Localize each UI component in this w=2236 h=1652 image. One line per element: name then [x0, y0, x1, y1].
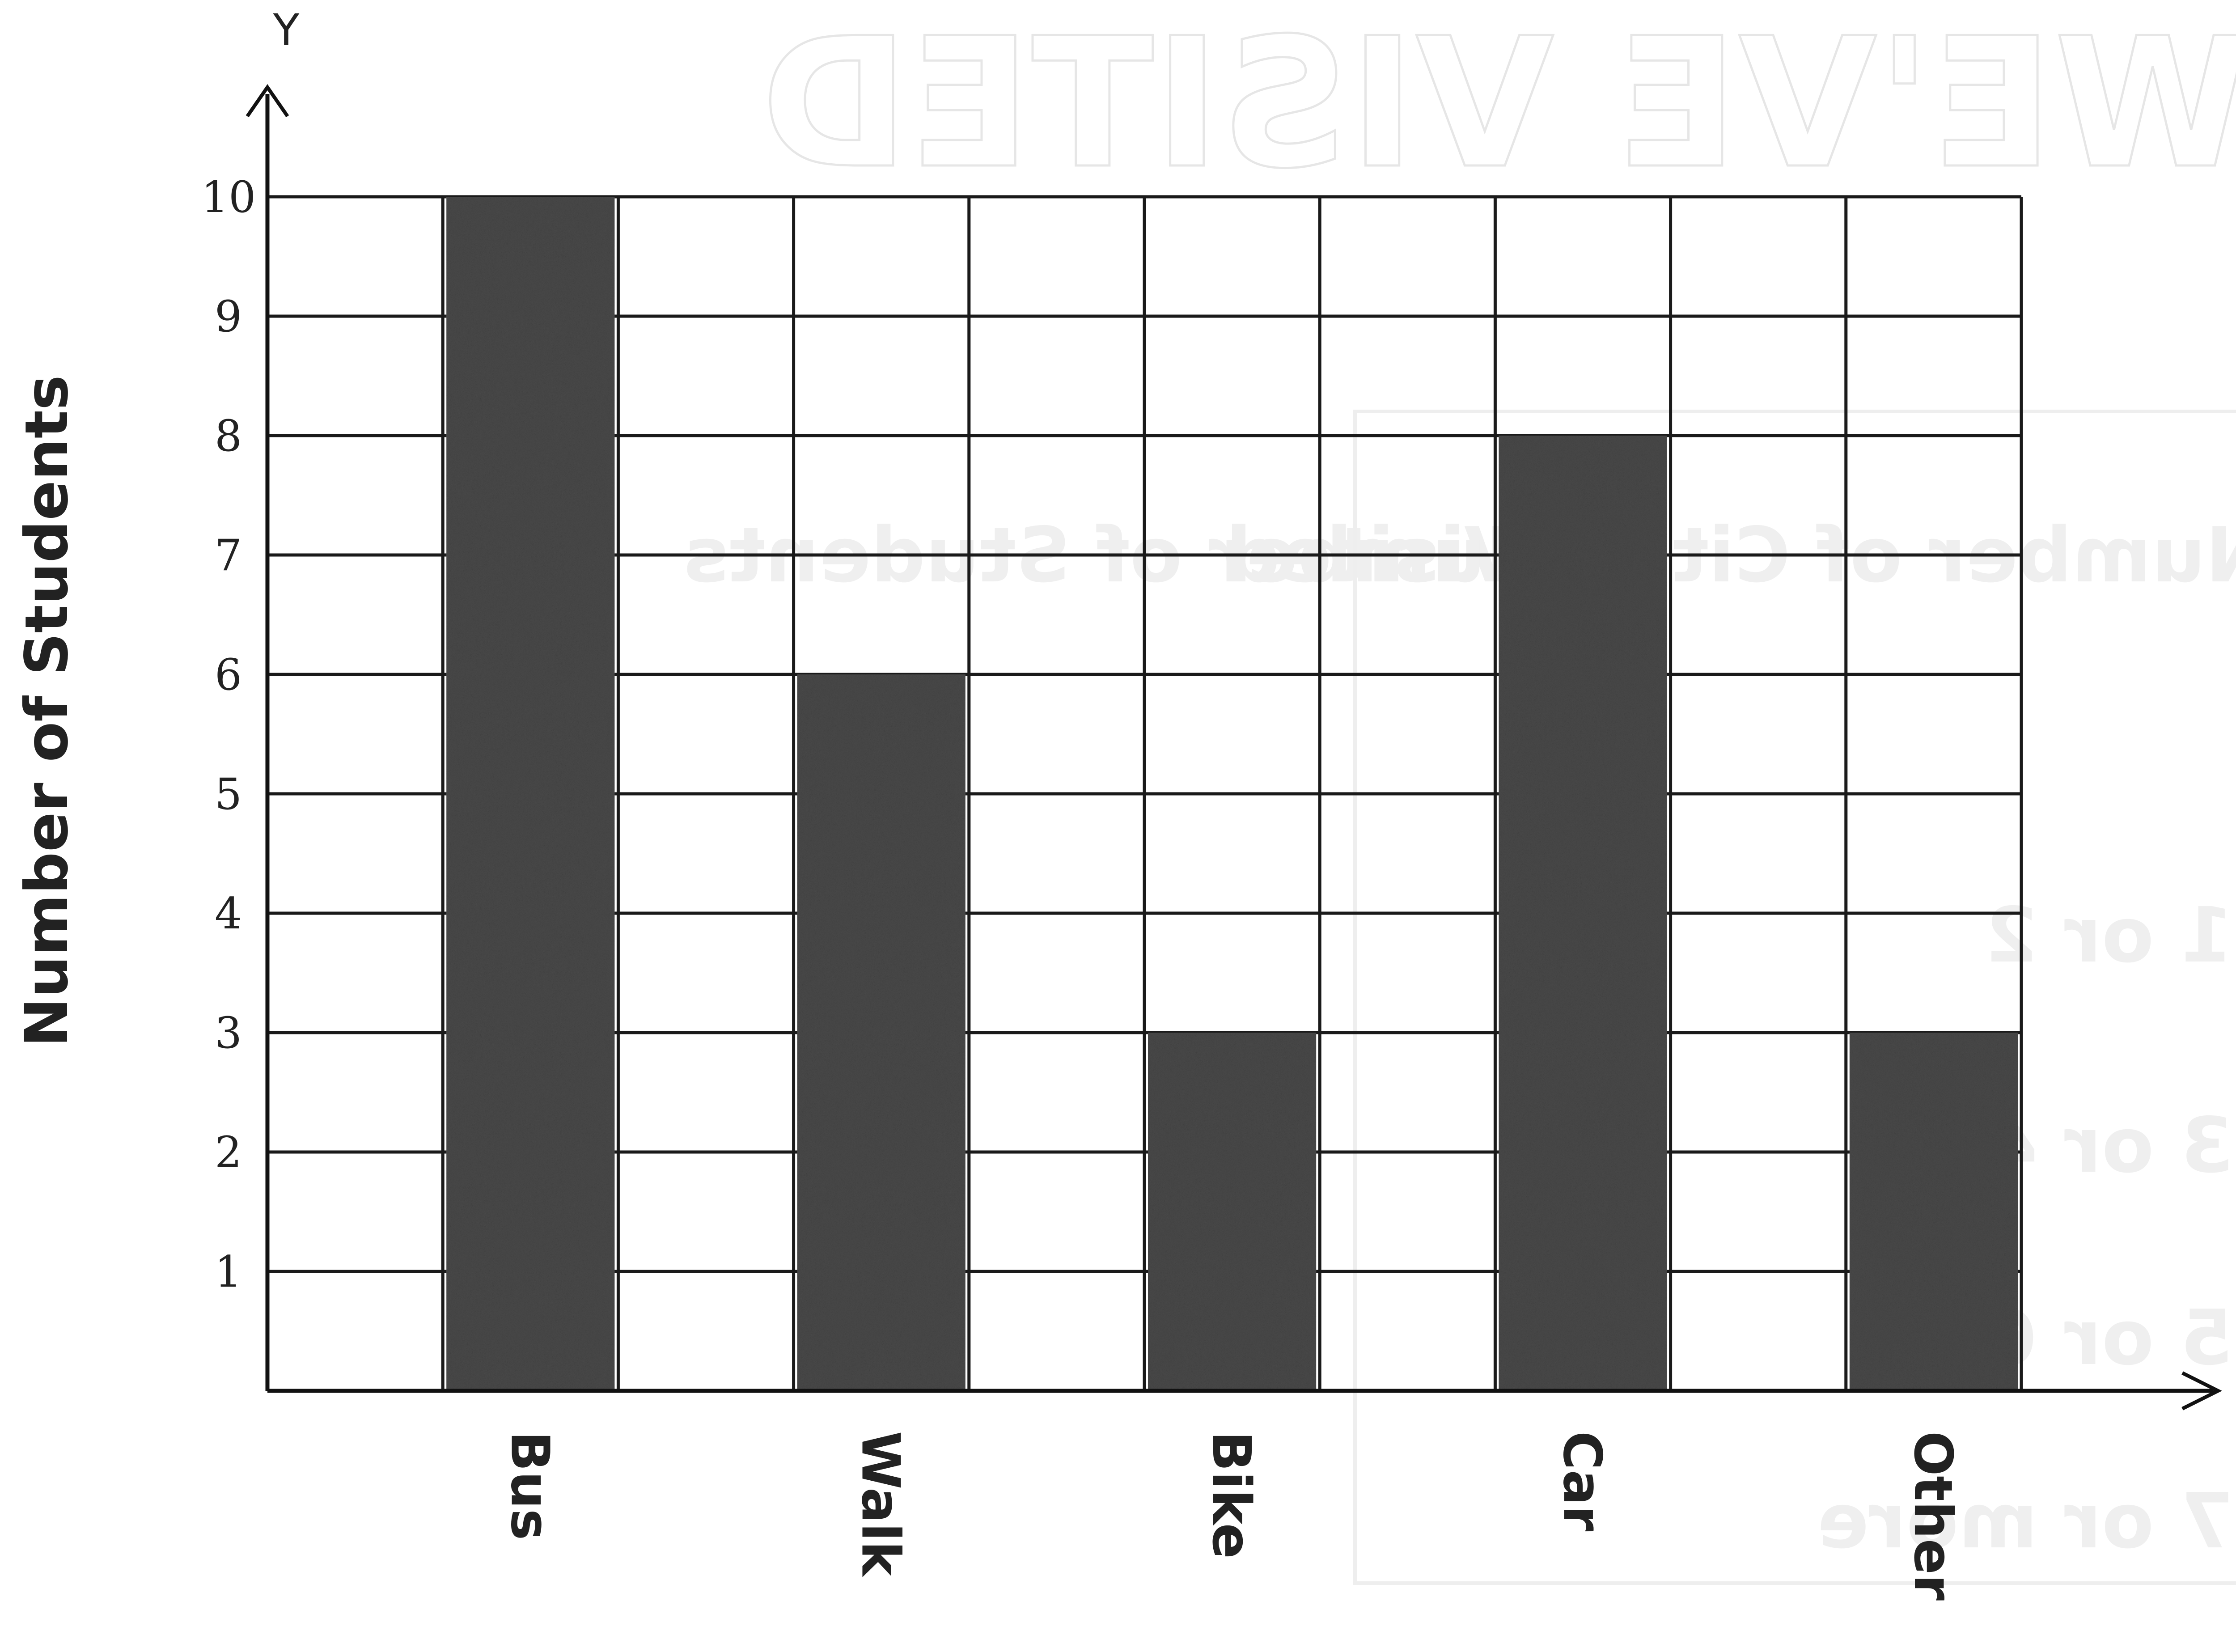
bleed-row-1: 1 or 2	[1985, 891, 2233, 980]
bleed-row-3: 5 or 6	[1985, 1294, 2233, 1382]
x-tick-label-bus: Bus	[499, 1431, 561, 1540]
bar-car	[1499, 436, 1667, 1391]
bar-bike	[1148, 1033, 1317, 1391]
y-tick-label: 4	[215, 889, 242, 939]
y-axis-letter: Y	[273, 5, 300, 55]
y-tick-label: 6	[215, 650, 242, 700]
y-tick-label: 5	[215, 769, 242, 819]
x-axis-arrow	[2181, 1371, 2222, 1411]
x-tick-label-walk: Walk	[850, 1431, 912, 1577]
y-tick-label: 10	[201, 172, 256, 222]
x-tick-label-car: Car	[1552, 1431, 1613, 1531]
bleed-row-2: 3 or 4	[1985, 1101, 2233, 1190]
bar-other	[1849, 1033, 2018, 1391]
bar-walk	[797, 674, 966, 1391]
bar-bus	[446, 197, 615, 1391]
y-tick-label: 8	[215, 411, 242, 461]
bleed-through-background: WE'VE VISITED Number of Cities Visited N…	[683, 0, 2236, 1585]
x-tick-label-bike: Bike	[1201, 1431, 1262, 1559]
y-tick-label: 7	[215, 530, 242, 580]
y-tick-labels: 1 2 3 4 5 6 7 8 9 10	[201, 172, 256, 1297]
y-axis-label: Number of Students	[13, 375, 81, 1047]
y-tick-label: 2	[215, 1127, 242, 1178]
y-tick-label: 9	[215, 292, 242, 342]
y-tick-label: 3	[215, 1008, 242, 1058]
x-category-labels: Bus Walk Bike Car Other	[499, 1431, 1964, 1601]
y-axis-arrow	[246, 84, 289, 118]
bars	[446, 197, 2018, 1391]
x-tick-label-other: Other	[1902, 1431, 1964, 1601]
axes	[246, 84, 2222, 1411]
bleed-row-4: 7 or more	[1817, 1477, 2233, 1566]
bleed-table-frame	[1353, 410, 2236, 1585]
bleed-headline: WE'VE VISITED	[761, 0, 2236, 208]
y-tick-label: 1	[215, 1247, 242, 1297]
